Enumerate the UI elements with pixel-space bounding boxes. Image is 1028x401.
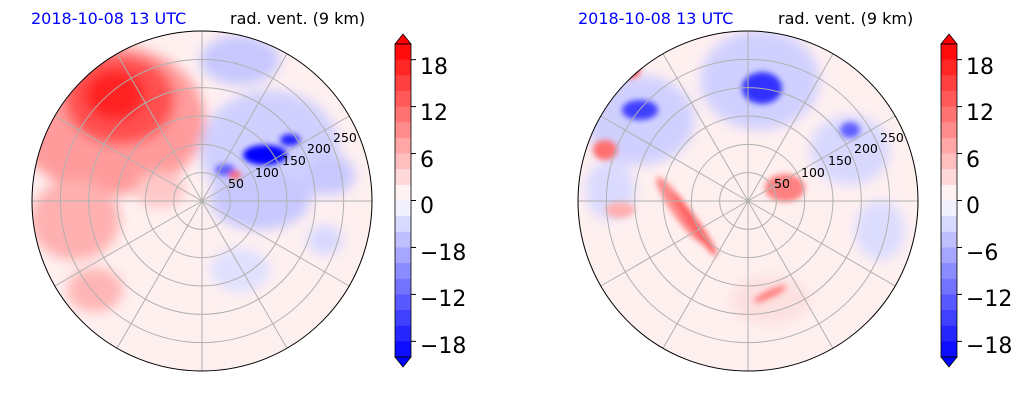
cb-right-color-step [941,184,957,201]
panel-left-azimuth-line-60 [201,53,288,202]
panel-left-azimuth-line-30 [201,115,350,202]
cb-left-color-step [395,216,411,233]
cb-right-extend-min-arrow [940,356,958,368]
panel-right-azimuth-line-150 [600,115,749,202]
cb-left-extend-min-arrow [394,356,412,368]
cb-right-color-step [941,310,957,327]
cb-left-tick-0: 0 [420,194,434,219]
cb-right-color-step [941,44,957,61]
cb-right-extend-max-arrow [940,33,958,45]
panel-left-polar-grid [32,31,372,371]
cb-right-color-step [941,278,957,295]
panel-left-rtick-150: 150 [282,153,306,168]
cb-left-color-step [395,44,411,61]
panel-left-rtick-200: 200 [307,141,331,156]
cb-left-color-step [395,106,411,123]
cb-left-tick-6: 6 [420,148,434,173]
panel-right-azimuth-line-210 [600,200,749,287]
panel-left-azimuth-line-300 [201,200,288,349]
cb-right-color-step [941,59,957,76]
panel-right-azimuth-line-60 [747,53,834,202]
cb-right-color-step [941,90,957,108]
cb-left-color-step [395,75,411,92]
cb-left-tick-neg18: −18 [420,334,466,359]
panel-right-rtick-250: 250 [880,130,904,145]
panel-left-title-date: 2018-10-08 13 UTC [31,9,186,28]
panel-left-rtick-100: 100 [255,165,279,180]
cb-right-tick-neg18: −18 [966,334,1012,359]
panel-right-azimuth-line-300 [747,200,834,349]
cb-left-color-step [395,310,411,327]
panel-left-boundary [31,30,373,372]
cb-right-color-step [941,247,957,264]
cb-left-tick-neg12: −12 [420,287,466,312]
panel-right-azimuth-line-30 [747,115,896,202]
cb-left-color-step [395,137,411,155]
cb-left-color-step [395,90,411,108]
cb-left-color-step [395,122,411,139]
panel-left-azimuth-line-240 [116,200,203,349]
cb-right-color-step [941,153,957,170]
cb-left-tick-neg6: −18 [420,241,466,266]
cb-left-color-step [395,153,411,170]
panel-right-azimuth-line-330 [747,200,896,287]
panel-left-field [32,31,372,371]
panel-right-rtick-50: 50 [774,176,790,191]
panel-left-azimuth-line-120 [116,53,203,202]
cb-left-color-step [395,325,411,342]
cb-left-tick-18: 18 [420,55,448,80]
panel-right: 2018-10-08 13 UTC rad. vent. (9 km) [577,9,1012,372]
cb-left-color-step [395,169,411,186]
cb-left-color-step [395,59,411,76]
panel-right-title-date: 2018-10-08 13 UTC [578,9,733,28]
panel-left-colorbar: 18 12 6 0 −18 −12 −18 [394,33,466,368]
cb-left-color-step [395,247,411,264]
panel-right-rtick-200: 200 [854,141,878,156]
cb-left-color-step [395,200,411,217]
panel-left-azimuth-line-210 [54,200,203,287]
cb-left-color-step [395,231,411,248]
cb-left-color-step [395,294,411,311]
panel-right-rtick-150: 150 [828,153,852,168]
panel-right-boundary [577,30,919,372]
panel-left-azimuth-line-150 [54,115,203,202]
cb-right-tick-neg12: −12 [966,287,1012,312]
panel-right-polar-grid [578,31,918,371]
panel-left-rtick-50: 50 [228,176,244,191]
cb-right-color-step [941,106,957,123]
panel-right-azimuth-line-120 [662,53,749,202]
cb-right-color-step [941,122,957,139]
cb-left-color-step [395,263,411,280]
cb-right-color-step [941,200,957,217]
cb-right-tick-12: 12 [966,101,994,126]
panel-left-rtick-250: 250 [333,130,357,145]
panel-left: 2018-10-08 13 UTC rad. vent. (9 km) [31,9,466,372]
panel-left-title-field: rad. vent. (9 km) [230,9,365,28]
cb-right-tick-6: 6 [966,148,980,173]
cb-right-color-step [941,137,957,155]
cb-right-color-step [941,169,957,186]
cb-right-color-step [941,263,957,280]
cb-right-color-step [941,231,957,248]
panel-right-colorbar: 18 12 6 0 −6 −12 −18 [940,33,1012,368]
cb-right-color-step [941,216,957,233]
cb-right-color-step [941,341,957,358]
panel-right-rtick-100: 100 [801,165,825,180]
panel-left-negative-core [243,145,287,165]
cb-left-extend-max-arrow [394,33,412,45]
cb-right-tick-0: 0 [966,194,980,219]
cb-left-color-step [395,341,411,358]
cb-left-color-step [395,278,411,295]
panel-left-azimuth-line-330 [201,200,350,287]
cb-left-color-step [395,184,411,201]
cb-right-color-step [941,294,957,311]
panel-right-title-field: rad. vent. (9 km) [778,9,913,28]
cb-right-color-step [941,325,957,342]
cb-left-tick-12: 12 [420,101,448,126]
panel-right-azimuth-line-240 [662,200,749,349]
cb-right-tick-18: 18 [966,55,994,80]
cb-right-tick-neg6: −6 [966,241,998,266]
cb-right-color-step [941,75,957,92]
